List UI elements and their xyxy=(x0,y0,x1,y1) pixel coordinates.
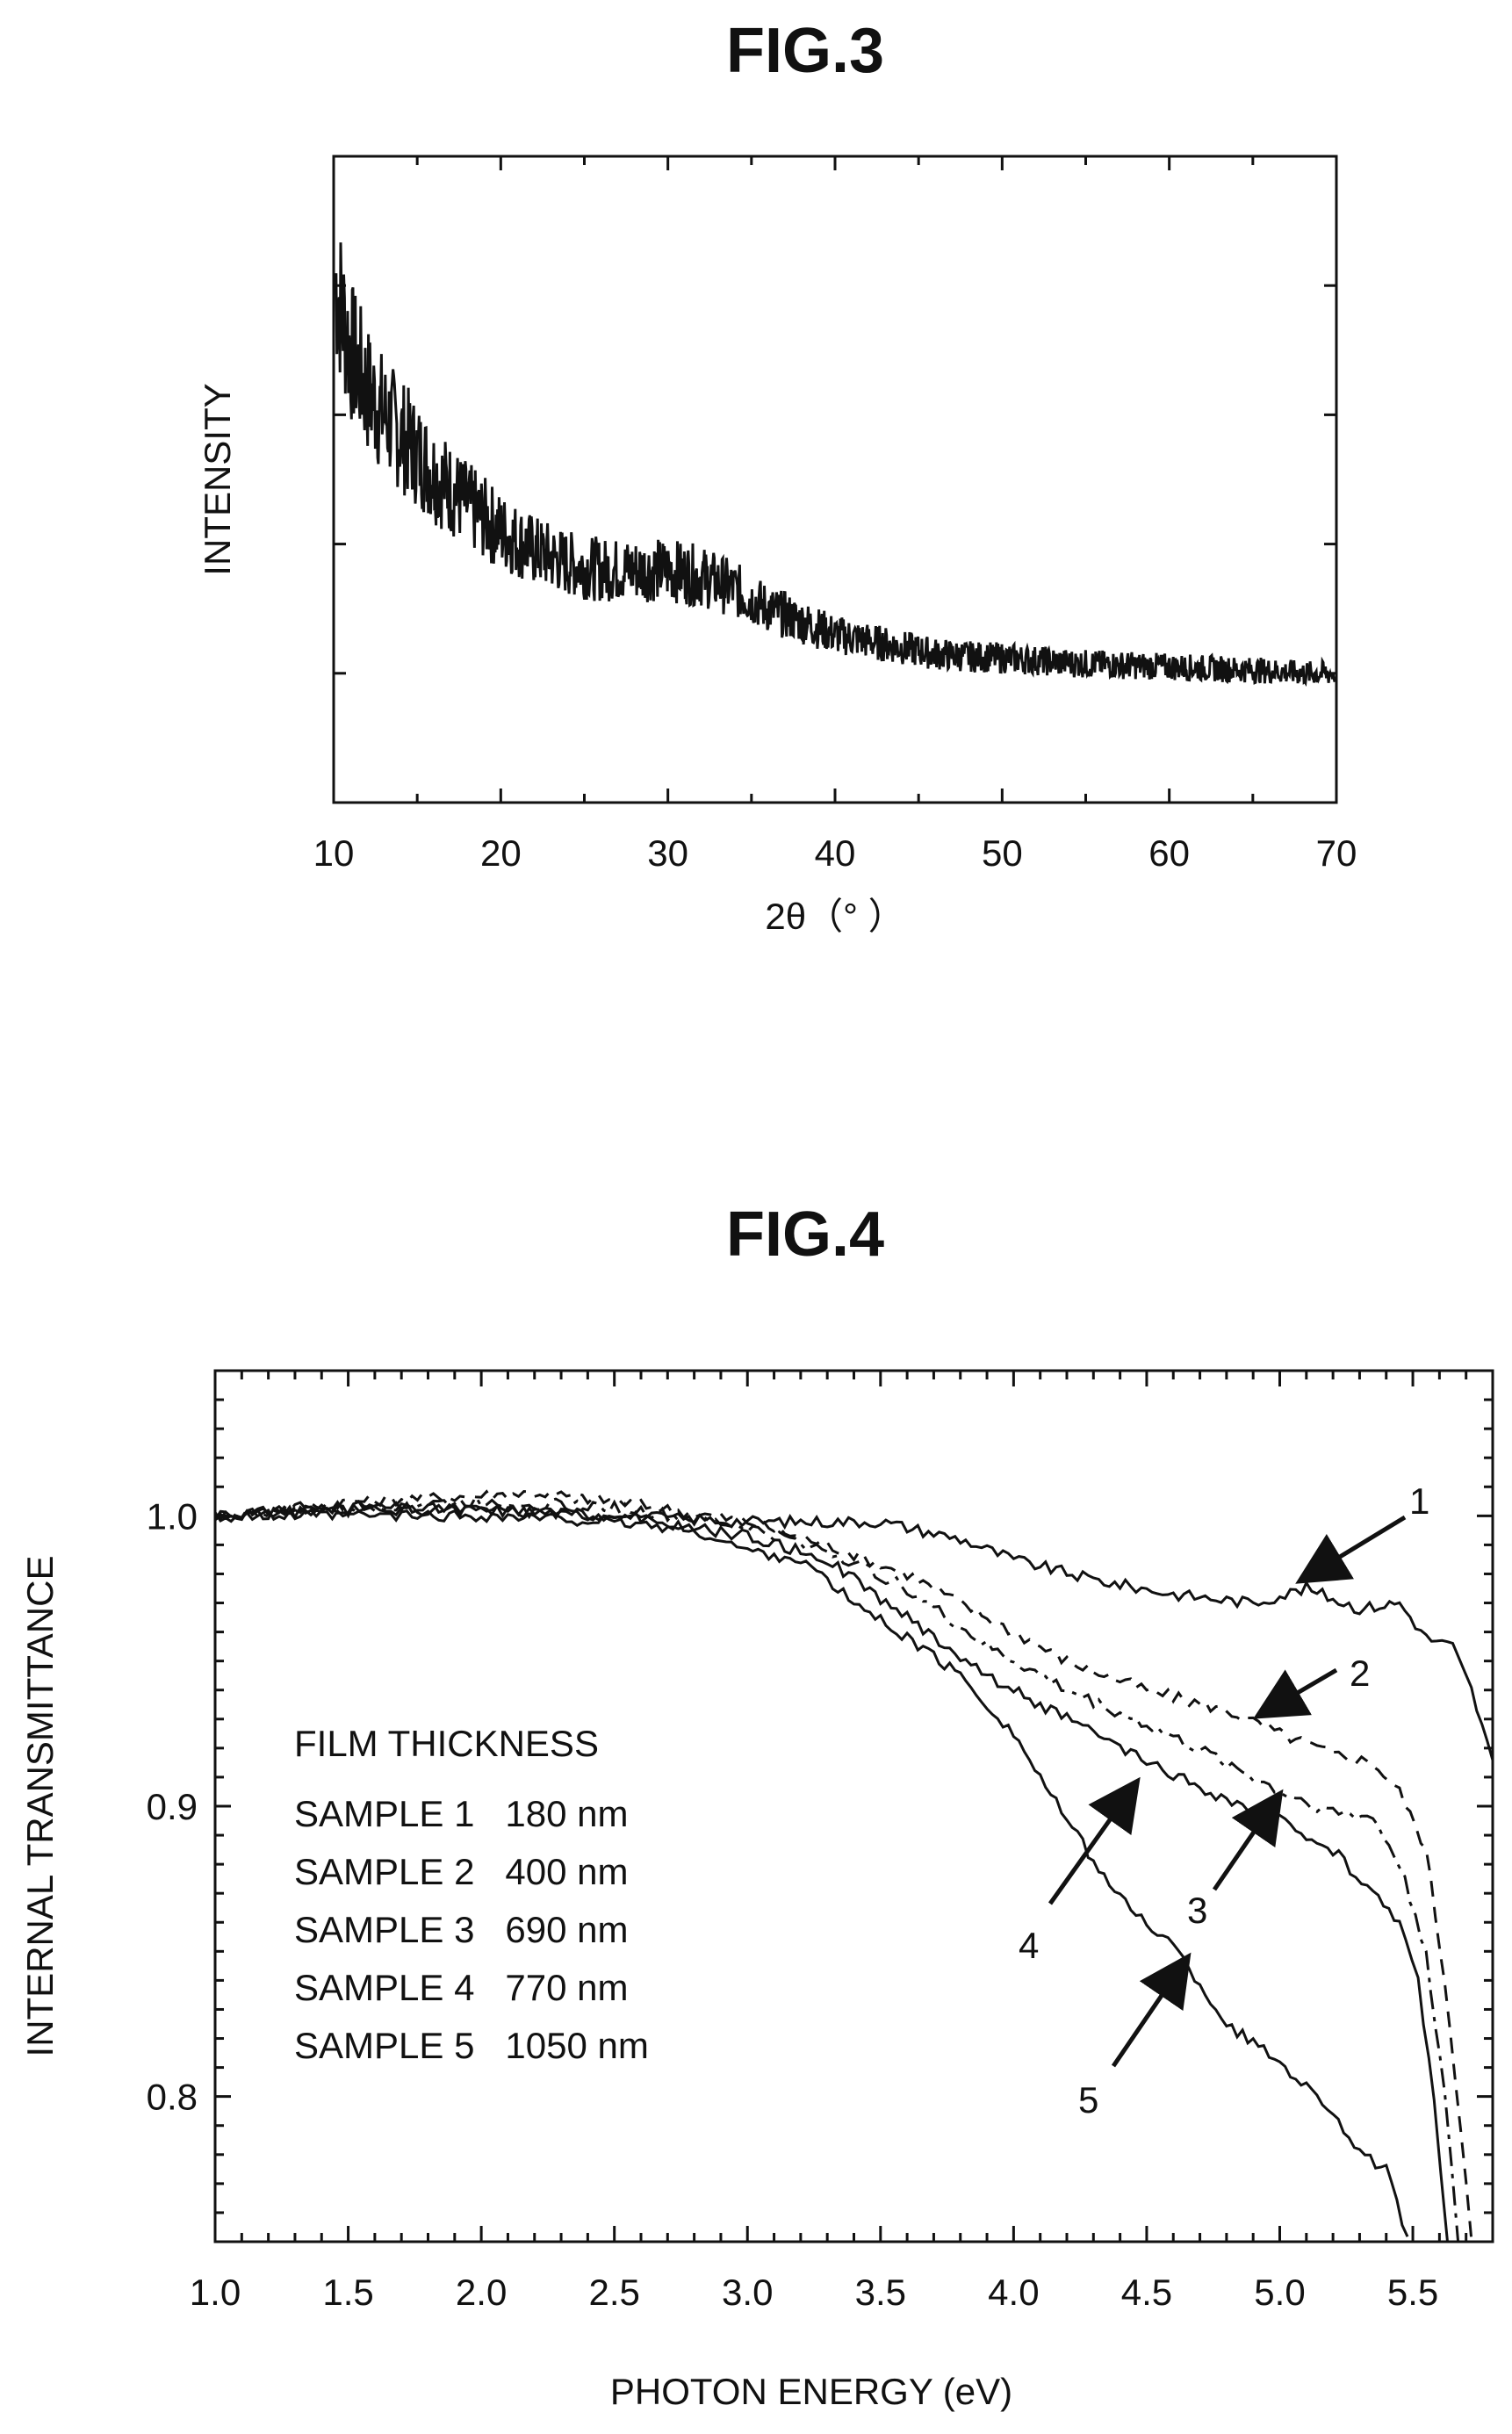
fig4-annotation-4: 4 xyxy=(1019,1776,1141,1966)
fig4-x-tick-label: 4.0 xyxy=(988,2272,1039,2313)
fig4-x-tick-label: 4.5 xyxy=(1121,2272,1172,2313)
legend-title: FILM THICKNESS xyxy=(294,1723,599,1764)
fig4-series-3-line xyxy=(213,1494,1460,2243)
annotation-arrow-1 xyxy=(1295,1515,1407,1584)
legend-entry-5: SAMPLE 5 1050 nm xyxy=(294,2025,649,2066)
fig4-x-tick-label: 2.0 xyxy=(456,2272,507,2313)
annotation-label-4: 4 xyxy=(1019,1925,1039,1966)
fig4-x-tick-label: 1.5 xyxy=(322,2272,373,2313)
fig3-y-axis-label: INTENSITY xyxy=(197,383,238,575)
fig4-x-ticks xyxy=(213,1371,1494,2242)
fig4-x-axis-label: PHOTON ENERGY (eV) xyxy=(610,2371,1012,2412)
fig4-x-tick-label: 3.5 xyxy=(855,2272,906,2313)
fig3-series-noise xyxy=(334,242,1336,688)
fig4-x-tick-label: 5.5 xyxy=(1387,2272,1438,2313)
fig4-annotation-2: 2 xyxy=(1253,1653,1370,1719)
legend-entry-2: SAMPLE 2 400 nm xyxy=(294,1851,629,1892)
annotation-arrow-5 xyxy=(1111,1952,1192,2068)
fig4-x-tick-label: 5.0 xyxy=(1254,2272,1305,2313)
legend-entry-1: SAMPLE 1 180 nm xyxy=(294,1793,629,1834)
fig4-legend: FILM THICKNESS SAMPLE 1 180 nm SAMPLE 2 … xyxy=(294,1723,649,2066)
fig3-x-tick-label: 60 xyxy=(1148,832,1190,874)
fig4-y-ticks xyxy=(215,1369,1493,2243)
annotation-label-2: 2 xyxy=(1350,1653,1370,1694)
fig3-x-ticks xyxy=(332,156,1338,803)
fig4-y-tick-label: 1.0 xyxy=(147,1495,198,1537)
fig3-x-tick-label: 20 xyxy=(480,832,522,874)
fig4-x-tick-label: 3.0 xyxy=(722,2272,773,2313)
fig4-annotation-5: 5 xyxy=(1078,1952,1192,2121)
fig4-x-tick-label: 1.0 xyxy=(190,2272,241,2313)
annotation-label-5: 5 xyxy=(1078,2079,1098,2121)
fig4-series-1-line xyxy=(214,1500,1494,1761)
fig3-x-tick-label: 30 xyxy=(647,832,688,874)
annotation-arrow-3 xyxy=(1212,1789,1284,1891)
fig4-series-5-line xyxy=(214,1509,1409,2237)
fig4-x-tick-label: 2.5 xyxy=(588,2272,639,2313)
annotation-label-1: 1 xyxy=(1409,1480,1429,1522)
fig4-chart: FIG.4 1.0 1.5 2.0 2.5 3.0 3.5 4.0 4.5 5.0 5.5 0.8… xyxy=(19,1199,1494,2412)
annotation-arrow-4 xyxy=(1048,1776,1141,1905)
legend-entry-4: SAMPLE 4 770 nm xyxy=(294,1967,629,2008)
annotation-label-3: 3 xyxy=(1187,1890,1207,1931)
fig4-x-tick-labels: 1.0 1.5 2.0 2.5 3.0 3.5 4.0 4.5 5.0 5.5 xyxy=(190,2272,1438,2313)
annotation-arrow-2 xyxy=(1253,1667,1338,1719)
legend-entry-3: SAMPLE 3 690 nm xyxy=(294,1909,629,1950)
fig4-y-tick-label: 0.8 xyxy=(147,2077,198,2118)
fig3-x-tick-label: 50 xyxy=(982,832,1023,874)
fig3-x-tick-label: 40 xyxy=(815,832,856,874)
fig3-x-tick-label: 10 xyxy=(313,832,355,874)
fig3-x-tick-label: 70 xyxy=(1316,832,1357,874)
fig4-y-tick-labels: 0.8 0.9 1.0 xyxy=(147,1495,198,2117)
fig4-title: FIG.4 xyxy=(726,1199,884,1270)
fig4-annotation-1: 1 xyxy=(1295,1480,1429,1584)
fig4-y-axis-label: INTERNAL TRANSMITTANCE xyxy=(19,1556,61,2057)
fig4-annotation-3: 3 xyxy=(1187,1789,1284,1931)
fig3-x-axis-label: 2θ（° ） xyxy=(765,896,904,937)
fig4-y-tick-label: 0.9 xyxy=(147,1786,198,1827)
fig3-title: FIG.3 xyxy=(726,16,884,86)
fig3-chart: FIG.3 10 20 30 40 50 60 70 2θ（° ） INTENSITY xyxy=(197,16,1357,937)
fig3-x-tick-labels: 10 20 30 40 50 60 70 xyxy=(313,832,1357,874)
